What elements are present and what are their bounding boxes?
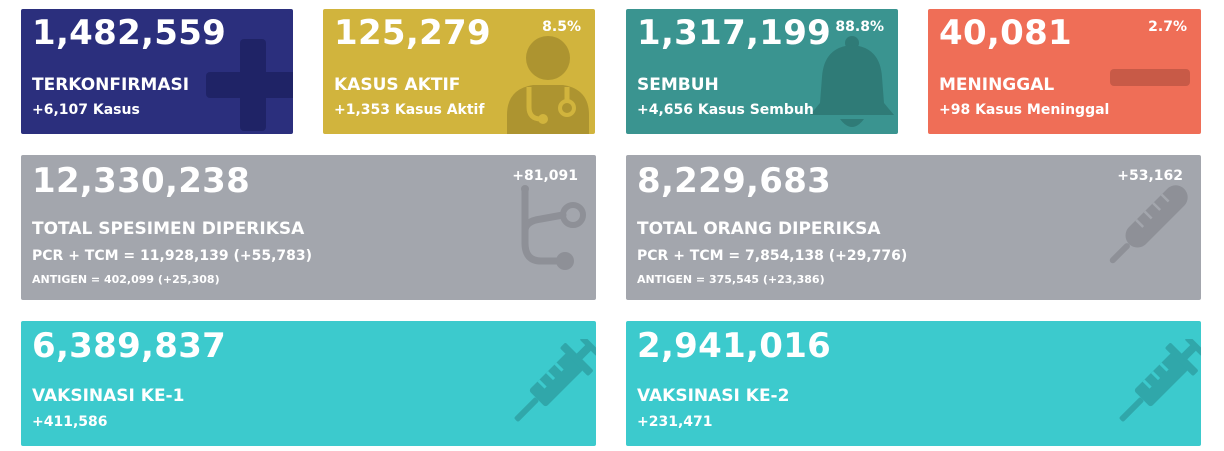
deaths-card: 40,081 2.7% MENINGGAL +98 Kasus Meningga… xyxy=(928,9,1201,134)
people-value: 8,229,683 xyxy=(637,161,832,201)
specimens-delta: +81,091 xyxy=(512,168,578,184)
deaths-delta: +98 Kasus Meninggal xyxy=(939,102,1110,118)
syringe-icon xyxy=(1102,339,1201,439)
active-card: 125,279 8.5% KASUS AKTIF +1,353 Kasus Ak… xyxy=(323,9,595,134)
specimens-pcr: PCR + TCM = 11,928,139 (+55,783) xyxy=(32,248,313,264)
people-delta: +53,162 xyxy=(1117,168,1183,184)
recovered-delta: +4,656 Kasus Sembuh xyxy=(637,102,814,118)
vaccine2-value: 2,941,016 xyxy=(637,326,832,366)
vaccine1-card: 6,389,837 VAKSINASI KE-1 +411,586 xyxy=(21,321,596,446)
active-value: 125,279 xyxy=(334,13,491,53)
people-pcr: PCR + TCM = 7,854,138 (+29,776) xyxy=(637,248,908,264)
stethoscope-icon xyxy=(511,185,589,275)
people-card: 8,229,683 +53,162 TOTAL ORANG DIPERIKSA … xyxy=(626,155,1201,300)
deaths-label: MENINGGAL xyxy=(939,75,1055,95)
vaccine1-value: 6,389,837 xyxy=(32,326,227,366)
syringe-icon xyxy=(497,339,596,439)
bell-icon xyxy=(808,35,896,131)
thermometer-icon xyxy=(1098,179,1194,275)
confirmed-card: 1,482,559 TERKONFIRMASI +6,107 Kasus xyxy=(21,9,293,134)
vaccine2-label: VAKSINASI KE-2 xyxy=(637,386,790,406)
specimens-label: TOTAL SPESIMEN DIPERIKSA xyxy=(32,219,305,239)
vaccine1-delta: +411,586 xyxy=(32,414,108,430)
vaccine1-label: VAKSINASI KE-1 xyxy=(32,386,185,406)
recovered-pct: 88.8% xyxy=(835,19,884,35)
confirmed-value: 1,482,559 xyxy=(32,13,227,53)
minus-icon xyxy=(1110,69,1192,89)
recovered-card: 1,317,199 88.8% SEMBUH +4,656 Kasus Semb… xyxy=(626,9,898,134)
vaccine2-card: 2,941,016 VAKSINASI KE-2 +231,471 xyxy=(626,321,1201,446)
vaccine2-delta: +231,471 xyxy=(637,414,713,430)
specimens-card: 12,330,238 +81,091 TOTAL SPESIMEN DIPERI… xyxy=(21,155,596,300)
people-label: TOTAL ORANG DIPERIKSA xyxy=(637,219,881,239)
doctor-icon xyxy=(503,33,593,134)
people-antigen: ANTIGEN = 375,545 (+23,386) xyxy=(637,273,825,286)
active-label: KASUS AKTIF xyxy=(334,75,461,95)
specimens-antigen: ANTIGEN = 402,099 (+25,308) xyxy=(32,273,220,286)
deaths-pct: 2.7% xyxy=(1148,19,1187,35)
deaths-value: 40,081 xyxy=(939,13,1073,53)
active-delta: +1,353 Kasus Aktif xyxy=(334,102,485,118)
plus-icon xyxy=(206,39,293,134)
active-pct: 8.5% xyxy=(542,19,581,35)
recovered-label: SEMBUH xyxy=(637,75,719,95)
specimens-value: 12,330,238 xyxy=(32,161,251,201)
confirmed-delta: +6,107 Kasus xyxy=(32,102,140,118)
confirmed-label: TERKONFIRMASI xyxy=(32,75,190,95)
recovered-value: 1,317,199 xyxy=(637,13,832,53)
